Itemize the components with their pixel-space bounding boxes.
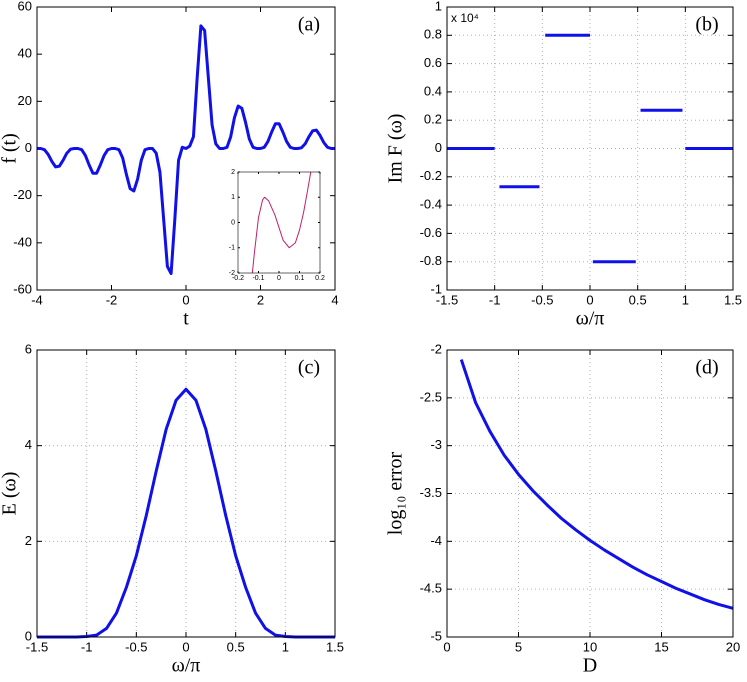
y-axis-label: f (t) — [0, 133, 21, 164]
x-tick-label: -2 — [106, 292, 118, 307]
x-tick-label: 0.5 — [629, 292, 647, 307]
data-line — [459, 359, 734, 610]
y-axis-label: E (ω) — [0, 472, 21, 516]
x-tick-label: 0 — [182, 639, 189, 654]
x-axis-label: t — [183, 308, 189, 330]
y-tick-label: 0.8 — [424, 27, 442, 42]
y-tick-label: -20 — [13, 187, 32, 202]
x-tick-label: -0.5 — [531, 292, 553, 307]
x-tick-label: -1 — [81, 639, 93, 654]
y-tick-label: 4 — [25, 437, 32, 452]
x-tick-label: -1 — [489, 292, 501, 307]
x-tick-label: 0 — [277, 275, 281, 282]
y-tick-label: -4 — [430, 533, 442, 548]
x-tick-label: 0.1 — [295, 275, 305, 282]
x-tick-label: 0 — [182, 292, 189, 307]
x-tick-label: 2 — [257, 292, 264, 307]
x-tick-label: 0.2 — [315, 275, 325, 282]
y-tick-label: -2 — [229, 270, 235, 277]
y-tick-label: 0 — [25, 140, 32, 155]
y-tick-label: -1 — [229, 245, 235, 252]
plot-frame — [446, 349, 734, 638]
plot-area — [238, 172, 320, 273]
x-axis-label: D — [583, 655, 597, 677]
y-tick-label: -0.4 — [420, 197, 442, 212]
panel-label: (c) — [298, 357, 320, 379]
x-tick-label: 1 — [282, 639, 289, 654]
x-axis-label: ω/π — [172, 655, 201, 677]
y-tick-label: -0.8 — [420, 253, 442, 268]
plot-frame — [446, 6, 734, 291]
x-axis-label: ω/π — [576, 308, 605, 330]
x-tick-label: -1.5 — [436, 292, 458, 307]
y-tick-label: -4.5 — [420, 581, 442, 596]
y-tick-label: -60 — [13, 281, 32, 296]
plot-area — [37, 350, 335, 637]
panel-label: (a) — [298, 14, 320, 36]
y-tick-label: -2 — [430, 341, 442, 356]
x-tick-label: 5 — [515, 639, 522, 654]
y-tick-label: 0 — [435, 140, 442, 155]
data-line — [37, 24, 335, 275]
y-tick-label: 0.2 — [424, 112, 442, 127]
y-tick-label: -3.5 — [420, 485, 442, 500]
y-tick-label: 0 — [25, 628, 32, 643]
axis-multiplier: x 10⁴ — [451, 11, 479, 25]
x-tick-label: 0.5 — [227, 639, 245, 654]
y-tick-label: 0.6 — [424, 55, 442, 70]
y-tick-label: 0.4 — [424, 83, 442, 98]
y-tick-label: 6 — [25, 341, 32, 356]
y-tick-label: -5 — [430, 628, 442, 643]
panel-label: (b) — [695, 14, 718, 36]
y-tick-label: 60 — [18, 0, 32, 13]
x-tick-label: 0 — [586, 292, 593, 307]
plot-frame — [36, 349, 336, 638]
y-tick-label: 2 — [25, 533, 32, 548]
y-tick-label: -0.6 — [420, 225, 442, 240]
plot-frame — [36, 6, 336, 291]
x-tick-label: -0.5 — [125, 639, 147, 654]
y-tick-label: -1 — [430, 281, 442, 296]
y-axis-label: log₁₀ error — [385, 451, 407, 535]
x-tick-label: 1 — [682, 292, 689, 307]
y-tick-label: 2 — [231, 169, 235, 176]
x-tick-label: 0 — [443, 639, 450, 654]
x-tick-label: -1.5 — [26, 639, 48, 654]
x-tick-label: 1.5 — [326, 639, 344, 654]
y-tick-label: -2.5 — [420, 389, 442, 404]
y-tick-label: 40 — [18, 46, 32, 61]
plot-frame — [237, 171, 321, 274]
plot-area — [447, 350, 733, 637]
x-tick-label: 4 — [331, 292, 338, 307]
y-tick-label: 1 — [231, 194, 235, 201]
y-tick-label: -0.2 — [420, 168, 442, 183]
x-tick-label: -0.2 — [232, 275, 244, 282]
y-tick-label: 0 — [231, 219, 235, 226]
y-tick-label: -40 — [13, 234, 32, 249]
panel-label: (d) — [695, 357, 718, 379]
x-tick-label: 1.5 — [724, 292, 742, 307]
data-line — [251, 171, 312, 274]
x-tick-label: -0.1 — [252, 275, 264, 282]
x-tick-label: 20 — [726, 639, 740, 654]
y-tick-label: -3 — [430, 437, 442, 452]
x-tick-label: 10 — [583, 639, 597, 654]
data-line — [447, 33, 733, 264]
x-tick-label: -4 — [31, 292, 43, 307]
y-tick-label: 20 — [18, 93, 32, 108]
x-tick-label: 15 — [654, 639, 668, 654]
y-tick-label: 1 — [435, 0, 442, 13]
y-axis-label: Im F (ω) — [385, 114, 407, 184]
